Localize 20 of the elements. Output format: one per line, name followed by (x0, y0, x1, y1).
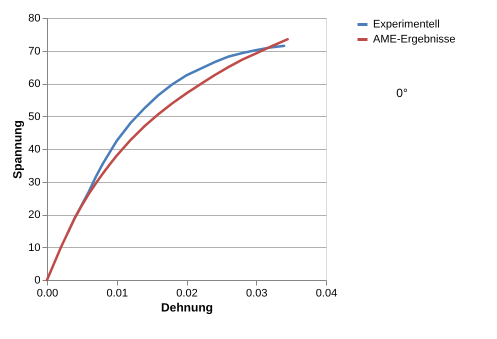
text: 0° (396, 86, 408, 100)
y-tick-label: 70 (28, 45, 40, 58)
x-tick-label: 0.03 (246, 288, 268, 300)
line-series (46, 38, 289, 282)
y-tick-label: 80 (28, 12, 40, 24)
x-tick-label: 0.01 (106, 288, 128, 300)
x-tick-label: 0.00 (36, 288, 58, 300)
y-tick-label: 20 (28, 209, 40, 221)
legend-label: AME-Ergebnisse (373, 34, 456, 46)
y-tick-label: 30 (28, 176, 40, 188)
y-tick-label: 60 (28, 78, 40, 90)
y-axis-title: Spannung (10, 120, 24, 179)
y-tick-label: 10 (28, 242, 40, 254)
legend-label: Experimentell (373, 18, 440, 30)
x-axis-title: Dehnung (161, 300, 213, 314)
x-tick-label: 0.04 (316, 288, 338, 300)
y-tick-label: 40 (28, 144, 40, 156)
y-tick-label: 0 (34, 274, 40, 286)
y-tick-label: 50 (28, 110, 40, 123)
x-tick-label: 0.02 (176, 288, 198, 300)
